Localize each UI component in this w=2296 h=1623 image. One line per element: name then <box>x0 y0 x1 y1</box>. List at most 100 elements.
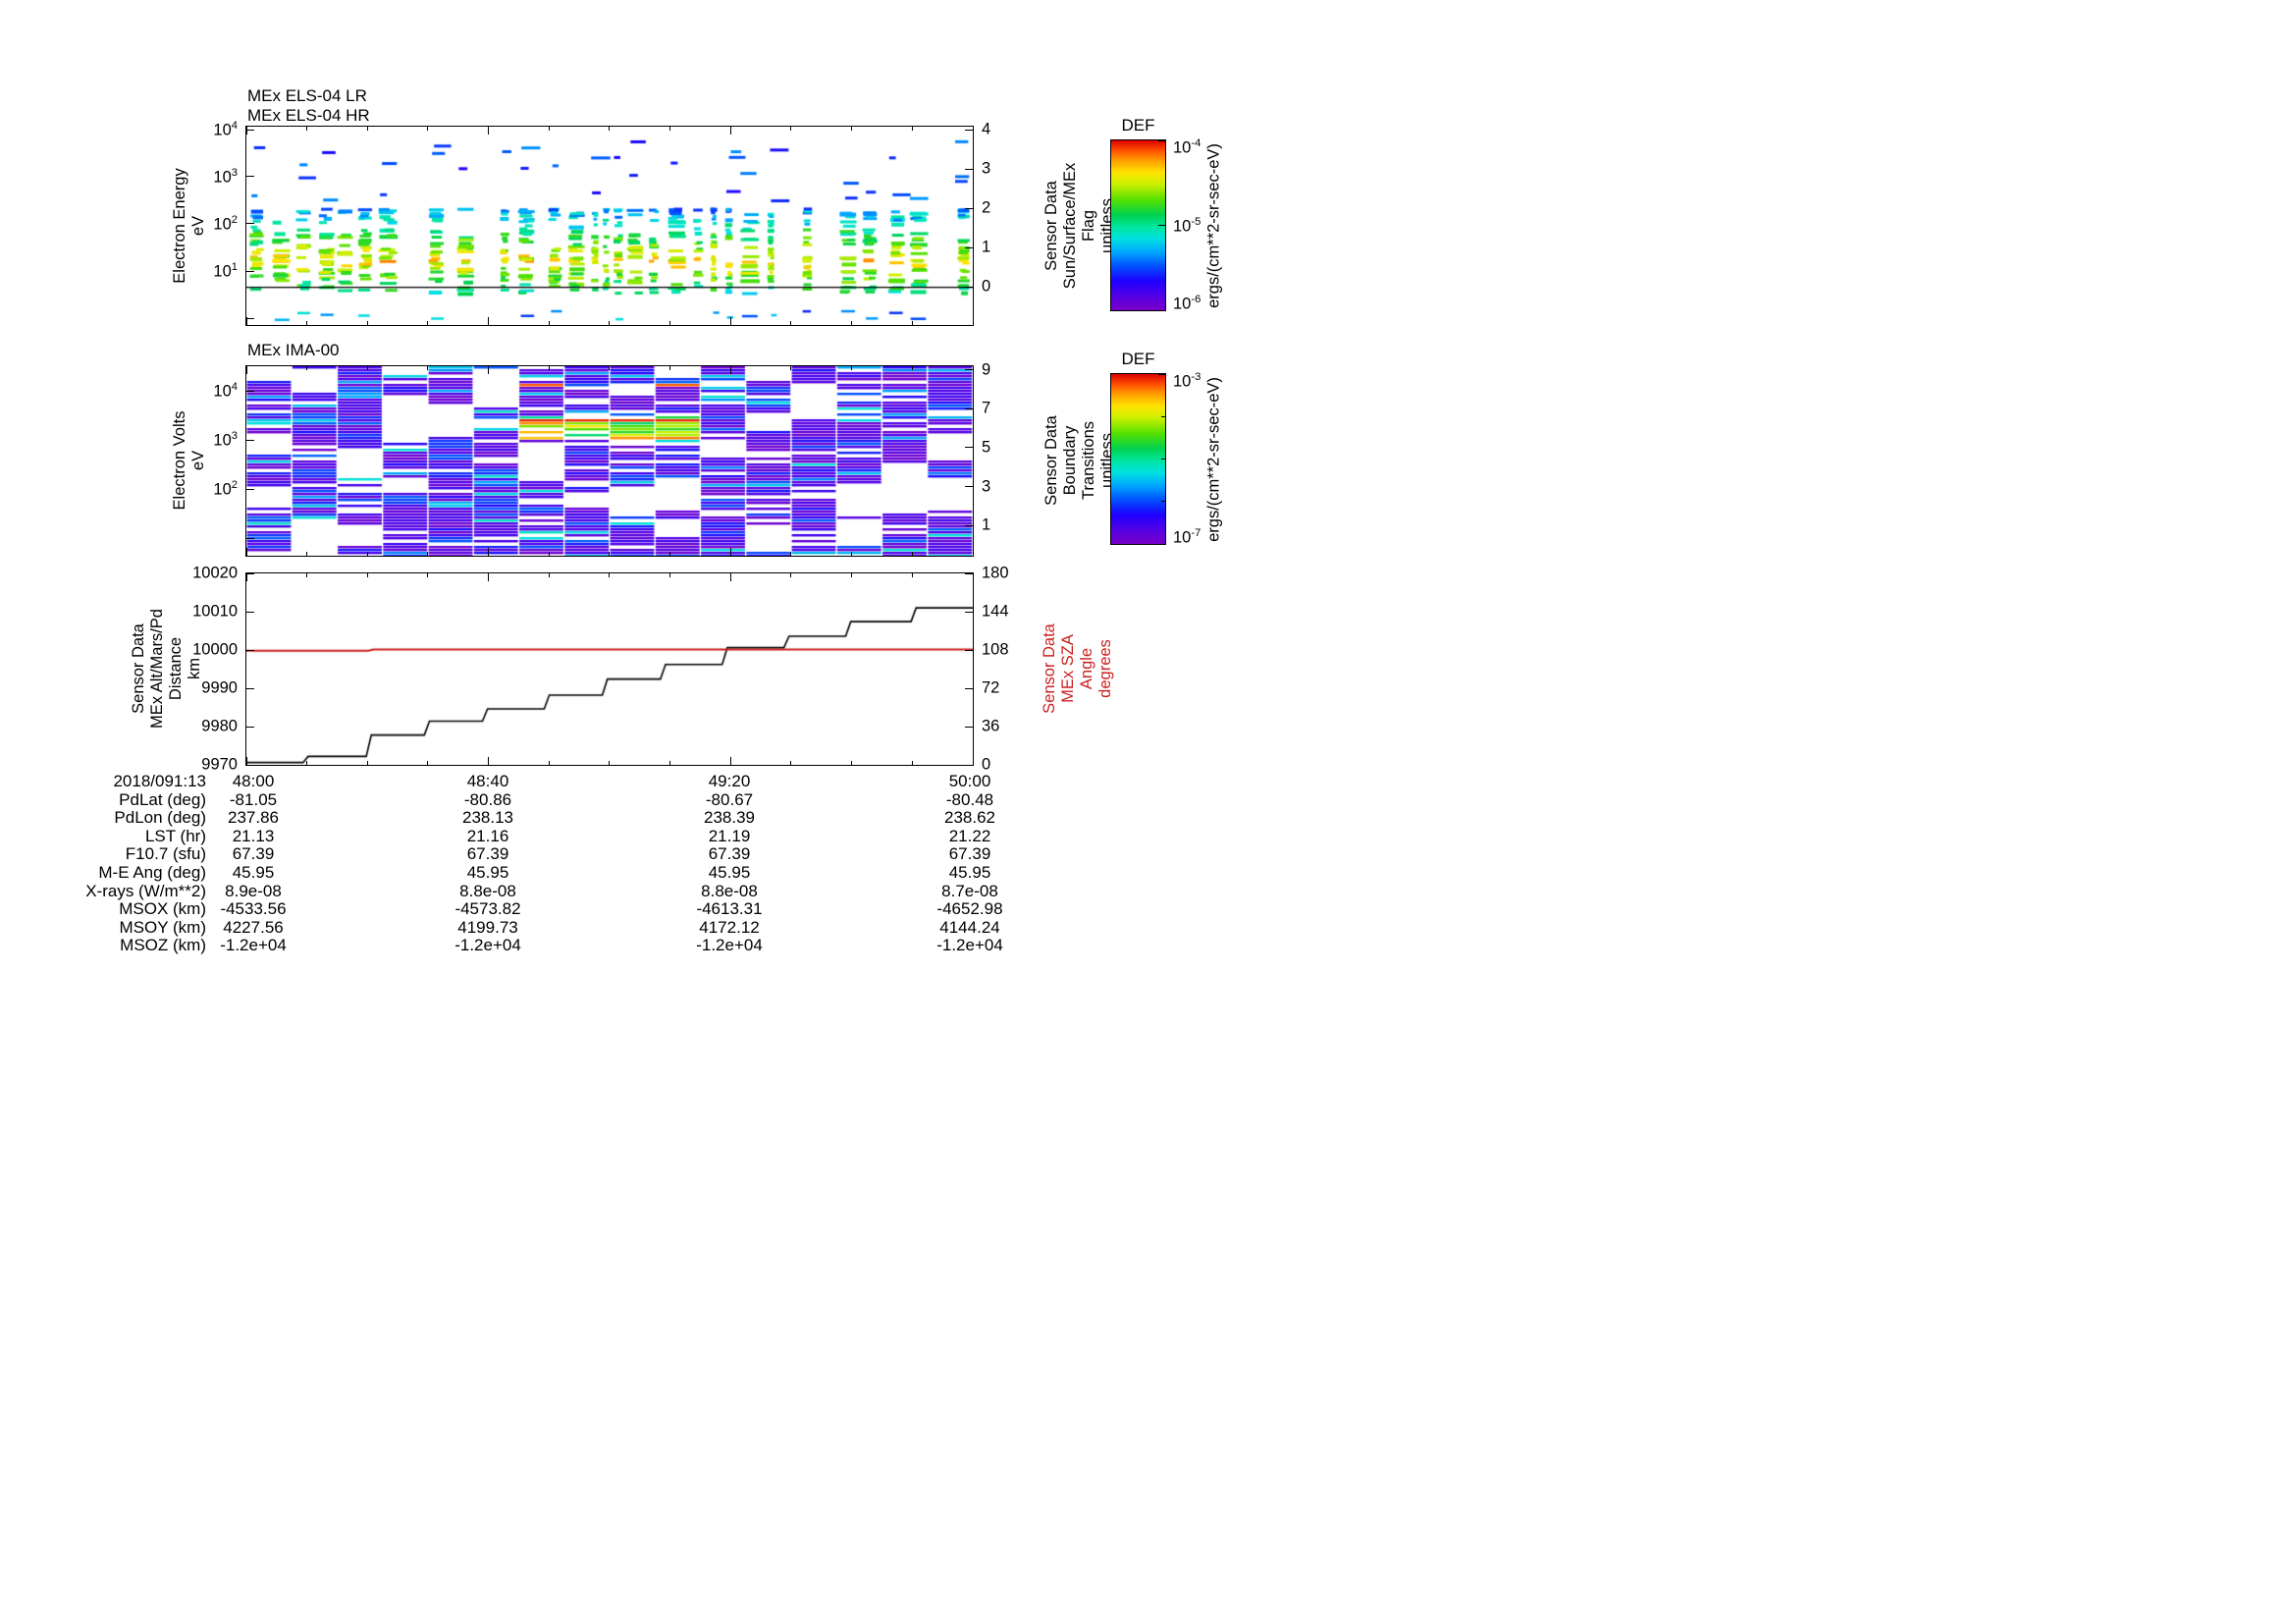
tick-mark <box>366 321 368 325</box>
ima-spectrogram <box>246 366 973 556</box>
tick-mark <box>246 572 254 574</box>
ephemeris-table: 2018/091:13 48:00 48:40 49:20 50:00 PdLat (de… <box>0 772 1099 955</box>
tick-mark <box>488 573 490 581</box>
table-cell: 50:00 <box>948 772 991 790</box>
alt-plot-box: 10020 10010 10000 9990 9980 9970 180 144 108 72 36… <box>192 565 1008 774</box>
tick-mark <box>669 552 671 556</box>
table-row: MSOZ (km) -1.2e+04 -1.2e+04 -1.2e+04 -1.2e+0… <box>0 937 1099 955</box>
table-row-label: X-rays (W/m**2) <box>85 881 206 900</box>
tick-mark <box>609 127 611 131</box>
table-row: F10.7 (sfu) 67.39 67.39 67.39 67.39 <box>0 845 1099 864</box>
tick-mark <box>246 390 254 392</box>
table-cell: 48:00 <box>232 772 275 790</box>
table-cell: 8.9e-08 <box>225 881 282 900</box>
tick-label: 9970 <box>201 755 238 774</box>
tick-label: 7 <box>982 399 991 417</box>
colorbar-els-gradient <box>1111 140 1165 310</box>
table-cell: -80.67 <box>705 789 754 809</box>
tick-mark <box>851 127 853 131</box>
tick-mark <box>246 176 254 178</box>
tick-label: 1 <box>982 515 991 534</box>
tick-mark <box>669 573 671 577</box>
tick-mark <box>609 552 611 556</box>
tick-label: 10000 <box>192 640 238 659</box>
tick-mark <box>306 127 308 131</box>
table-cell: 67.39 <box>948 844 991 864</box>
table-cell: 8.8e-08 <box>459 881 516 900</box>
tick-mark <box>790 761 792 765</box>
table-cell: -4573.82 <box>454 899 521 919</box>
colorbar-ima-title: DEF <box>1121 350 1155 368</box>
table-cell: -80.48 <box>945 789 994 809</box>
table-cell: -81.05 <box>229 789 278 809</box>
tick-mark <box>366 366 368 370</box>
tick-label: 36 <box>982 717 1000 735</box>
tick-mark <box>972 573 974 581</box>
tick-mark <box>246 439 254 441</box>
tick-mark <box>1158 309 1165 311</box>
tick-mark <box>245 366 247 374</box>
table-cell: 21.16 <box>466 826 509 845</box>
table-row-label: LST (hr) <box>144 826 206 845</box>
tick-mark <box>427 573 429 577</box>
tick-mark <box>306 366 308 370</box>
table-row: M-E Ang (deg) 45.95 45.95 45.95 45.95 <box>0 862 1099 883</box>
tick-mark <box>729 548 731 556</box>
ima-y-axis-label: Electron Volts eV <box>171 410 207 511</box>
tick-mark <box>245 757 247 765</box>
tick-label: 10010 <box>192 602 238 621</box>
tick-mark <box>965 649 973 651</box>
table-row-label: PdLat (deg) <box>119 789 206 809</box>
tick-mark <box>729 757 731 765</box>
tick-mark <box>911 552 913 556</box>
tick-label: 9 <box>982 360 991 379</box>
tick-mark <box>851 761 853 765</box>
tick-label: 0 <box>982 277 991 296</box>
tick-label: 104 <box>213 119 238 139</box>
tick-mark <box>1158 225 1165 226</box>
tick-mark <box>1158 139 1165 141</box>
sza-right-axis-label: Sensor Data MEx SZA Angle degrees <box>1041 623 1114 714</box>
tick-mark <box>1158 373 1165 375</box>
tick-mark <box>669 366 671 370</box>
table-row: MSOX (km) -4533.56 -4573.82 -4613.31 -4652.9… <box>0 900 1099 919</box>
table-row-label: PdLon (deg) <box>114 808 206 828</box>
tick-mark <box>245 548 247 556</box>
tick-mark <box>306 321 308 325</box>
tick-mark <box>965 168 973 170</box>
tick-label: 101 <box>213 260 238 281</box>
table-cell: 67.39 <box>708 844 751 864</box>
tick-mark <box>729 127 731 135</box>
alt-sza-line-chart <box>246 573 973 765</box>
table-cell: 45.95 <box>948 862 991 882</box>
tick-mark <box>609 321 611 325</box>
tick-mark <box>609 573 611 577</box>
tick-mark <box>965 286 973 288</box>
tick-mark <box>965 207 973 209</box>
tick-mark <box>911 761 913 765</box>
tick-mark <box>965 687 973 689</box>
tick-mark <box>851 552 853 556</box>
tick-mark <box>548 552 550 556</box>
els-y-axis-label: Electron Energy eV <box>171 168 207 284</box>
tick-label: 10-4 <box>1173 136 1201 157</box>
tick-mark <box>965 246 973 248</box>
table-row-label: M-E Ang (deg) <box>98 862 206 882</box>
tick-mark <box>965 524 973 526</box>
tick-label: 5 <box>982 438 991 457</box>
ima-plot-box: 104 103 102 9 7 5 3 1 <box>213 360 990 557</box>
tick-label: 103 <box>213 166 238 187</box>
tick-mark <box>965 726 973 728</box>
table-cell: 237.86 <box>228 808 279 828</box>
table-cell: 45.95 <box>708 862 751 882</box>
tick-label: 10020 <box>192 564 238 582</box>
colorbar-ima-units: ergs/(cm**2-sr-sec-eV) <box>1204 377 1223 542</box>
tick-mark <box>246 649 254 651</box>
tick-label: 2 <box>982 198 991 217</box>
tick-mark <box>246 317 254 319</box>
tick-mark <box>790 321 792 325</box>
tick-mark <box>427 321 429 325</box>
tick-mark <box>965 486 973 488</box>
tick-label: 3 <box>982 159 991 178</box>
tick-mark <box>669 321 671 325</box>
